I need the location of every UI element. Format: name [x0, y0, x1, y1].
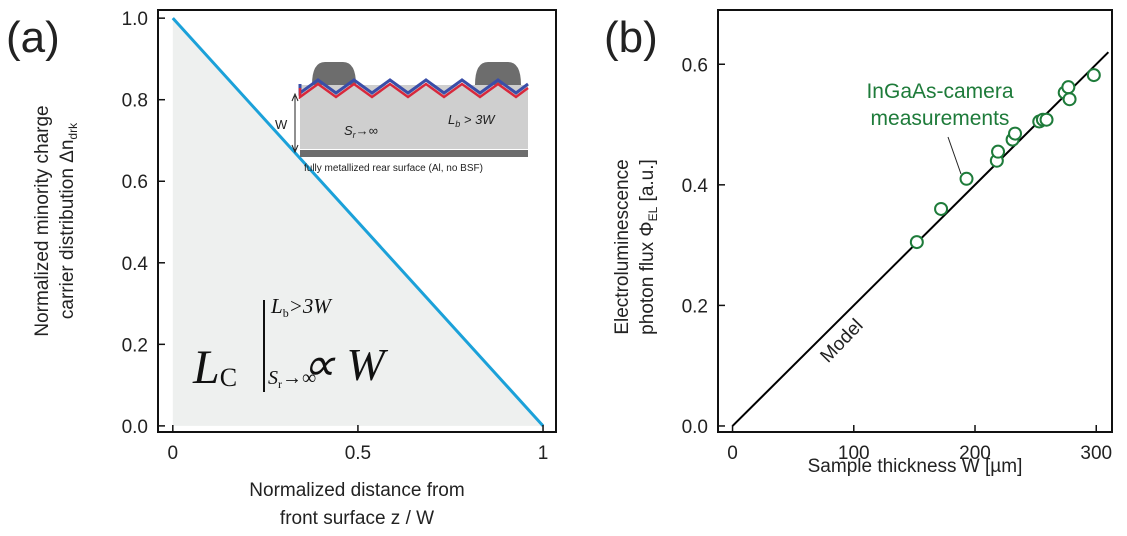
inset-label: Lb > 3W: [448, 112, 496, 129]
point: [1008, 126, 1023, 141]
formula-sub: b: [283, 306, 289, 320]
x-tick-label: 300: [1080, 443, 1112, 464]
formula-text: Lb>3W: [270, 294, 333, 320]
y-tick-label: 1.0: [122, 9, 148, 30]
x-tick-label: 0: [727, 443, 738, 464]
inset-texture: [298, 78, 529, 96]
y-tick-label: 0.8: [122, 91, 148, 112]
annotation: measurements: [871, 107, 1010, 130]
chart-b: 0 100 200 300 0.0 0.2 0.4 0.6: [682, 9, 1113, 464]
x-label: front surface z / W: [280, 508, 434, 529]
inset-label-part: > 3W: [460, 112, 496, 127]
inset-label-sub: b: [455, 119, 460, 129]
point: [1061, 80, 1076, 95]
x-tick-label: 100: [838, 443, 870, 464]
x-tick-label: 0.5: [345, 443, 371, 464]
inset-contacts: [312, 62, 521, 85]
y-tick-label: 0.0: [122, 417, 148, 438]
x-tick-label: 200: [959, 443, 991, 464]
inset-label-part: →∞: [356, 123, 378, 138]
formula: LC Lb>3W Sr→∞ ∝ W: [192, 294, 388, 394]
line: [171, 17, 545, 427]
formula-text: LC: [192, 341, 237, 394]
formula-part: >3W: [289, 294, 334, 318]
x-tick-label: 0: [168, 443, 179, 464]
y-label-part: carrier distribution Δn: [57, 140, 78, 320]
model-label: Model: [817, 315, 868, 367]
y-label-sub: EL: [646, 206, 660, 221]
x-label: Sample thickness W [µm]: [808, 456, 1023, 477]
plot-frame: [157, 9, 557, 433]
point: [1062, 92, 1077, 107]
y-label: photon flux ΦEL [a.u.]: [637, 159, 660, 335]
annotation-leader: [947, 136, 962, 175]
y-tick-label: 0.6: [682, 55, 708, 76]
y-tick-label: 0.0: [682, 417, 708, 438]
formula-sub: C: [220, 363, 237, 392]
inset-label-part: L: [448, 112, 455, 127]
inset-label: W: [275, 117, 288, 132]
inset-arrow: [291, 92, 299, 154]
point: [991, 144, 1006, 159]
point: [1039, 112, 1054, 127]
y-tick-label: 0.2: [682, 296, 708, 317]
formula-text: Sr→∞: [268, 367, 316, 391]
point: [959, 171, 974, 186]
inset: W Sr→∞ Lb > 3W fully metallized rear sur…: [275, 62, 529, 174]
x-tick-label: 1: [538, 443, 549, 464]
inset-label: Sr→∞: [344, 123, 378, 140]
inset-caption: fully metallized rear surface (Al, no BS…: [304, 163, 483, 174]
chart-a: 0 0.5 1 0.0 0.2 0.4 0.6 0.8 1.0: [122, 9, 557, 464]
point: [934, 201, 949, 216]
formula-sub: r: [278, 377, 282, 391]
y-label: carrier distribution Δndrk: [57, 122, 80, 319]
panel-label: (a): [6, 13, 60, 62]
inset-label-sub: r: [353, 130, 357, 140]
panel-label: (b): [604, 13, 658, 62]
y-label-part: [a.u.]: [637, 159, 658, 207]
y-label-sub: drk: [66, 122, 80, 140]
formula-part: L: [192, 341, 220, 394]
plot-frame: [717, 9, 1113, 433]
y-tick-label: 0.4: [682, 176, 709, 197]
y-label: Electroluminescence: [612, 159, 633, 334]
y-label-part: photon flux Φ: [637, 221, 658, 334]
y-tick-label: 0.4: [122, 254, 149, 275]
inset-label-part: S: [344, 123, 353, 138]
formula-part: S: [268, 367, 278, 389]
formula-part: →∞: [282, 367, 316, 389]
point: [1086, 68, 1101, 83]
formula-text: ∝ W: [302, 339, 388, 390]
formula-part: L: [270, 294, 283, 318]
point: [909, 235, 924, 250]
y-tick-label: 0.2: [122, 335, 148, 356]
y-tick-label: 0.6: [122, 172, 148, 193]
y-label: Normalized minority charge: [32, 105, 53, 336]
x-label: Normalized distance from: [249, 480, 464, 501]
inset-texture: [298, 82, 529, 100]
inset-rear-metal: [300, 150, 528, 157]
annotation: InGaAs-camera: [866, 80, 1013, 103]
